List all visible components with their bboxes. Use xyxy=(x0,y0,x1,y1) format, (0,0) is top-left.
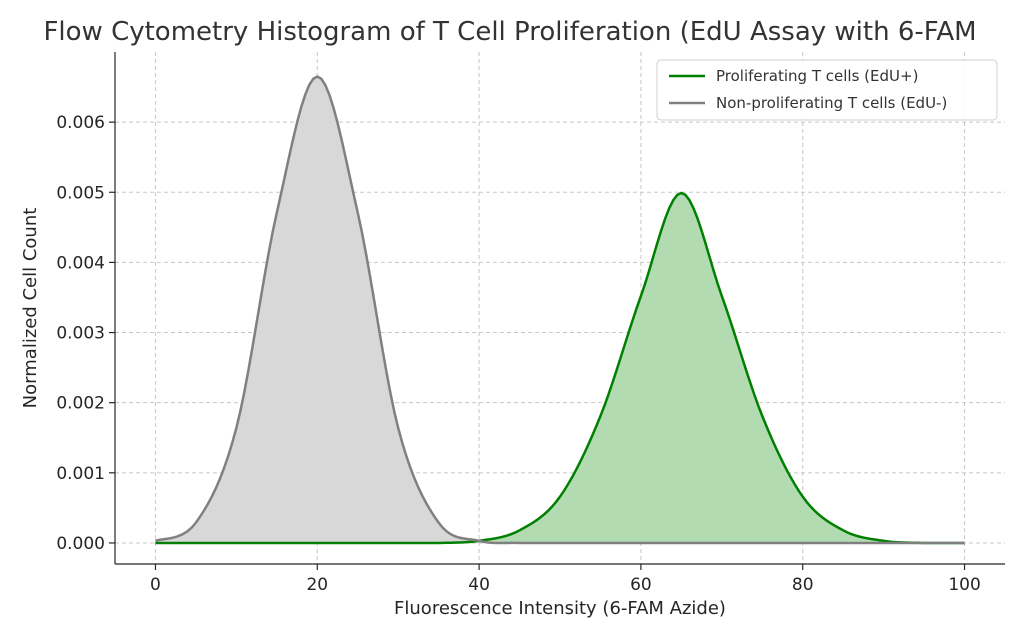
y-tick-label-0: 0.000 xyxy=(56,534,105,554)
y-tick-label-3: 0.003 xyxy=(56,324,105,344)
area-proliferating xyxy=(155,192,965,543)
legend-box xyxy=(656,59,998,121)
line-non-proliferating xyxy=(155,75,965,545)
y-tick-label-5: 0.005 xyxy=(56,183,105,203)
x-tick-label-4: 80 xyxy=(792,575,814,595)
y-tick-label-1: 0.001 xyxy=(56,464,105,484)
y-tick-label-6: 0.006 xyxy=(56,113,105,133)
y-tick-label-4: 0.004 xyxy=(56,253,105,273)
x-tick-label-0: 0 xyxy=(150,575,161,595)
area-layer xyxy=(155,76,965,543)
line-proliferating xyxy=(155,191,965,545)
chart-title: Flow Cytometry Histogram of T Cell Proli… xyxy=(43,17,976,47)
x-tick-label-1: 20 xyxy=(306,575,328,595)
axes-layer xyxy=(114,52,1005,565)
area-non-proliferating xyxy=(155,76,965,543)
y-axis-label: Normalized Cell Count xyxy=(20,208,41,409)
line-layer xyxy=(155,75,965,545)
x-axis-label: Fluorescence Intensity (6-FAM Azide) xyxy=(394,598,726,619)
tick-layer: 0 20 40 60 80 100 0.000 0.001 0.002 0.003 0.004 0.0… xyxy=(56,113,980,595)
legend-label-proliferating: Proliferating T cells (EdU+) xyxy=(716,67,918,85)
y-tick-label-2: 0.002 xyxy=(56,394,105,414)
x-tick-label-5: 100 xyxy=(948,575,980,595)
legend-label-non-proliferating: Non-proliferating T cells (EdU-) xyxy=(716,94,947,112)
x-tick-label-3: 60 xyxy=(630,575,652,595)
legend: Proliferating T cells (EdU+) Non-prolife… xyxy=(656,59,998,121)
x-tick-label-2: 40 xyxy=(468,575,490,595)
